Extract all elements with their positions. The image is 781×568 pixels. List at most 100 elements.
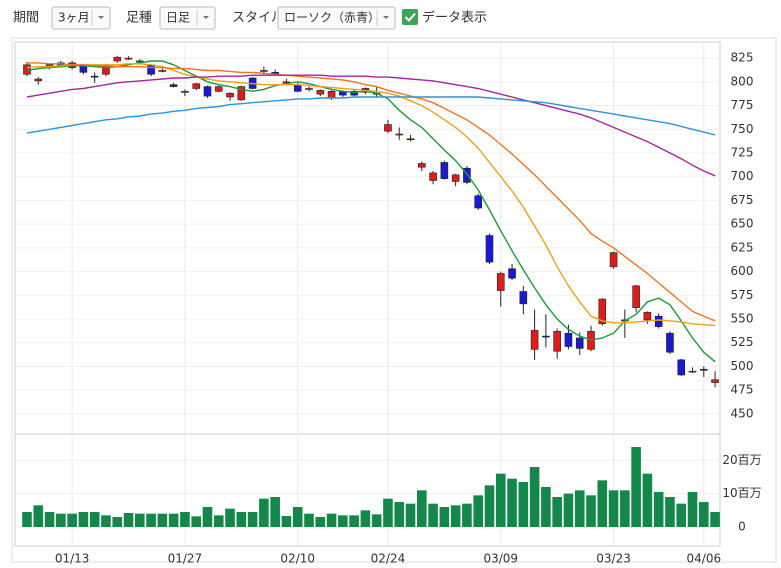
candle-body [384, 124, 392, 132]
volume-bar [462, 503, 472, 527]
x-tick-label: 01/27 [168, 552, 203, 565]
volume-bar [518, 482, 529, 527]
candle-body [406, 138, 415, 141]
volume-bar [620, 490, 630, 527]
data-checkbox[interactable]: データ表示 [402, 9, 487, 26]
x-tick-label: 04/06 [687, 552, 722, 565]
volume-bar [259, 498, 269, 527]
candle-body [181, 91, 189, 93]
dropdown-box[interactable] [277, 6, 396, 30]
volume-bar [473, 495, 483, 527]
candle-body [643, 312, 652, 321]
dropdown-box[interactable] [51, 6, 111, 30]
candle-body [699, 368, 708, 371]
y-tick-label: 650 [731, 217, 754, 231]
y-tick-label: 700 [731, 169, 754, 183]
volume-bar [78, 512, 89, 527]
volume-bar [236, 512, 247, 527]
volume-bar [428, 503, 438, 527]
volume-bar [202, 507, 213, 527]
y-tick-label: 600 [731, 264, 754, 278]
dropdown-box[interactable] [159, 6, 216, 30]
y-tick-label: 10百万 [722, 486, 761, 500]
candle-body [688, 370, 697, 373]
check [404, 12, 416, 22]
volume-bar [608, 490, 619, 527]
volume-bar [67, 513, 77, 527]
candle-body [496, 273, 505, 291]
volume-bar [574, 490, 585, 527]
candle-body [293, 84, 302, 92]
volume-bar [44, 512, 55, 527]
volume-bar [56, 513, 66, 527]
candle-body [90, 75, 99, 78]
volume-bar [225, 508, 235, 527]
candle-body [34, 78, 43, 82]
bar-dropdown[interactable]: 日足 [159, 6, 216, 30]
volume-bar [22, 512, 32, 527]
candle-body [192, 83, 200, 89]
candle-body [677, 359, 686, 376]
candle-body [395, 133, 404, 136]
candle-body [282, 81, 291, 84]
volume-bar [687, 492, 698, 527]
volume-bar [360, 510, 371, 527]
y-tick-label: 20百万 [722, 453, 761, 467]
volume-bar [541, 487, 551, 527]
y-tick-label: 675 [731, 193, 754, 207]
x-tick-label: 03/09 [483, 552, 518, 565]
volume-bar [552, 497, 562, 527]
volume-bar [326, 513, 337, 527]
ma-line [26, 74, 716, 177]
dropdown-value[interactable]: ローソク（赤青） [284, 11, 380, 25]
volume-bar [653, 492, 664, 527]
volume-bar [631, 447, 641, 527]
volume-bar [529, 467, 540, 527]
candle-body [226, 92, 234, 98]
dropdown-value[interactable]: 日足 [166, 11, 190, 25]
volume-bar [405, 503, 416, 527]
candle-body [350, 91, 358, 96]
candle-body [463, 167, 471, 183]
volume-bar [281, 516, 292, 527]
x-tick-label: 02/10 [280, 552, 315, 565]
y-tick-label: 575 [731, 288, 754, 302]
volume-bar [349, 515, 359, 527]
y-tick-label: 475 [731, 383, 754, 397]
period-dropdown[interactable]: 3ヶ月 [51, 6, 111, 30]
ma-line [26, 96, 716, 136]
volume-bar [135, 513, 145, 527]
volume-bar [123, 513, 134, 527]
volume-bar [168, 513, 179, 527]
candle-body [519, 291, 528, 305]
volume-bar [180, 512, 190, 527]
volume-bar [270, 497, 280, 527]
y-tick-label: 625 [731, 240, 754, 254]
volume-bar [338, 515, 348, 527]
candle-body [654, 315, 663, 327]
candle-body [474, 195, 483, 209]
candle-body [260, 70, 268, 72]
candle-body [440, 162, 449, 179]
arrow [203, 16, 209, 19]
candle-body [417, 163, 426, 168]
volume-bar [507, 478, 517, 527]
arrow [383, 16, 389, 19]
y-tick-label: 500 [731, 359, 754, 373]
y-tick-label: 525 [731, 335, 754, 349]
x-tick-label: 03/23 [596, 552, 631, 565]
checkbox[interactable] [402, 9, 418, 25]
checkbox-label[interactable]: データ表示 [422, 10, 487, 26]
candle-body [429, 172, 437, 181]
style-dropdown[interactable]: ローソク（赤青） [277, 6, 396, 30]
plot-frame [14, 41, 721, 547]
candle-body [598, 298, 607, 325]
candle-body [542, 335, 550, 338]
candle-body [214, 86, 223, 92]
volume-bar [315, 517, 326, 527]
volume-bar [89, 512, 100, 527]
dropdown-value[interactable]: 3ヶ月 [58, 11, 90, 25]
candle-body [632, 285, 640, 308]
